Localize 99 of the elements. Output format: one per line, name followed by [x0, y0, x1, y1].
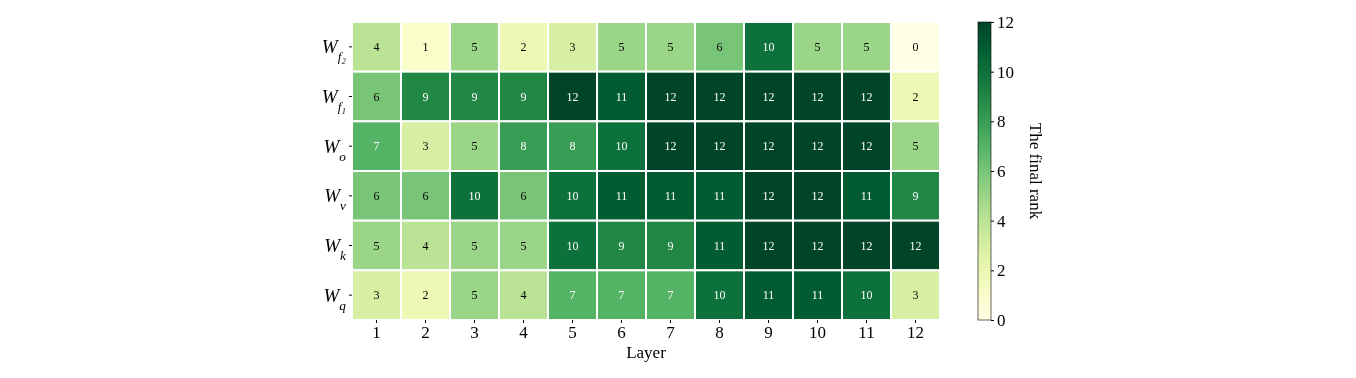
x-tick-label: 11 [858, 323, 875, 343]
data-label: 11 [860, 188, 873, 203]
data-label: 9 [618, 238, 625, 253]
data-label: 6 [520, 188, 527, 203]
data-label: 3 [373, 288, 380, 303]
data-label: 12 [713, 89, 726, 104]
data-label: 8 [569, 139, 576, 154]
color-bar-label: 8 [997, 112, 1006, 132]
data-label: 10 [566, 188, 579, 203]
data-label: 2 [520, 39, 527, 54]
x-tick-label: 10 [809, 323, 826, 343]
data-label: 12 [664, 139, 677, 154]
x-tick-label: 8 [715, 323, 724, 343]
x-tick-label: 12 [907, 323, 924, 343]
data-label: 5 [863, 39, 870, 54]
data-label: 7 [618, 288, 625, 303]
data-label: 11 [615, 188, 628, 203]
data-label: 7 [373, 139, 380, 154]
color-bar-label: 12 [997, 12, 1014, 32]
data-label: 10 [762, 39, 775, 54]
y-tick-label: W$_{v}$ [324, 185, 347, 213]
data-label: 9 [471, 89, 478, 104]
data-label: 12 [860, 238, 873, 253]
data-label: 11 [713, 238, 726, 253]
x-tick-label: 9 [764, 323, 773, 343]
data-label: 5 [471, 139, 478, 154]
data-label: 12 [860, 89, 873, 104]
data-label: 10 [566, 238, 579, 253]
data-label: 6 [373, 89, 380, 104]
y-tick-label: W$_{f₁}$ [321, 86, 346, 114]
color-bar-label: 2 [997, 261, 1006, 281]
data-label: 5 [618, 39, 625, 54]
data-label: 10 [615, 139, 628, 154]
data-label: 12 [762, 139, 775, 154]
data-label: 12 [811, 89, 824, 104]
data-label: 5 [373, 238, 380, 253]
data-label: 6 [373, 188, 380, 203]
data-label: 12 [811, 188, 824, 203]
data-label: 2 [422, 288, 429, 303]
data-label: 12 [811, 238, 824, 253]
data-label: 10 [468, 188, 481, 203]
y-tick-label: W$_{q}$ [323, 284, 347, 313]
x-tick-label: 5 [568, 323, 577, 343]
data-label: 0 [912, 39, 919, 54]
data-label: 5 [814, 39, 821, 54]
data-label: 4 [422, 238, 429, 253]
data-label: 4 [373, 39, 380, 54]
data-label: 11 [664, 188, 677, 203]
data-label: 9 [520, 89, 527, 104]
color-bar-label: 0 [997, 310, 1006, 330]
data-label: 5 [471, 288, 478, 303]
data-label: 9 [912, 188, 919, 203]
color-bar-label: 4 [997, 211, 1006, 231]
data-label: 7 [667, 288, 674, 303]
data-label: 12 [811, 139, 824, 154]
data-label: 5 [912, 139, 919, 154]
data-label: 12 [566, 89, 579, 104]
x-tick-label: 6 [617, 323, 626, 343]
data-label: 6 [716, 39, 723, 54]
data-label: 11 [811, 288, 824, 303]
x-tick-label: 3 [470, 323, 479, 343]
data-label: 7 [569, 288, 576, 303]
data-label: 11 [762, 288, 775, 303]
data-label: 12 [909, 238, 922, 253]
data-label: 12 [664, 89, 677, 104]
data-label: 12 [762, 89, 775, 104]
data-label: 5 [471, 238, 478, 253]
x-tick-label: 7 [666, 323, 676, 343]
x-tick-label: 4 [519, 323, 529, 343]
x-axis-title: Layer [626, 343, 667, 362]
data-label: 12 [860, 139, 873, 154]
data-label: 12 [762, 188, 775, 203]
data-label: 1 [422, 39, 429, 54]
data-label: 3 [422, 139, 429, 154]
color-bar-label: 6 [997, 161, 1006, 181]
data-label: 10 [860, 288, 873, 303]
data-label: 5 [471, 39, 478, 54]
data-label: 5 [667, 39, 674, 54]
data-label: 9 [667, 238, 674, 253]
data-label: 4 [520, 288, 527, 303]
x-tick-label: 2 [421, 323, 430, 343]
data-label: 8 [520, 139, 527, 154]
data-label: 6 [422, 188, 429, 203]
data-label: 12 [762, 238, 775, 253]
data-label: 11 [713, 188, 726, 203]
data-label: 11 [615, 89, 628, 104]
data-label: 12 [713, 139, 726, 154]
data-label: 10 [713, 288, 726, 303]
color-bar-title: The final rank [1026, 122, 1045, 220]
data-label: 3 [569, 39, 576, 54]
x-tick-label: 1 [372, 323, 381, 343]
y-tick-label: W$_{k}$ [324, 235, 348, 263]
data-label: 5 [520, 238, 527, 253]
y-tick-label: W$_{f₂}$ [321, 36, 347, 64]
data-label: 3 [912, 288, 919, 303]
data-label: 2 [912, 89, 919, 104]
data-label: 9 [422, 89, 429, 104]
color-bar-label: 10 [997, 62, 1014, 82]
y-tick-label: W$_{o}$ [323, 135, 347, 164]
